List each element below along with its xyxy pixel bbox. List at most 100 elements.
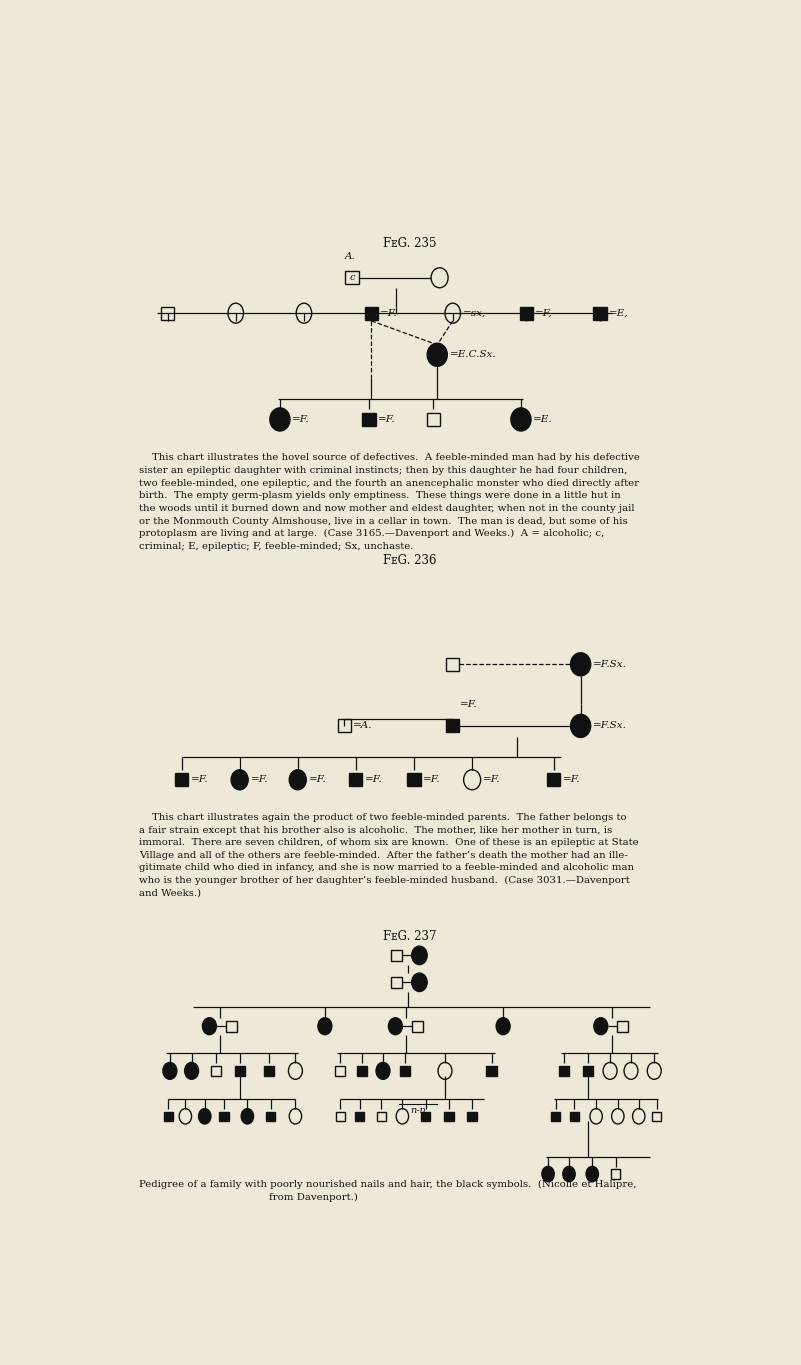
Bar	[345, 272, 359, 284]
Ellipse shape	[289, 1108, 302, 1123]
Text: =E,: =E,	[609, 308, 629, 318]
Ellipse shape	[318, 1018, 332, 1035]
Text: FᴇG. 235: FᴇG. 235	[384, 236, 437, 250]
Bar	[617, 1021, 628, 1032]
Text: Pedigree of a family with poorly nourished nails and hair, the black symbols.  (: Pedigree of a family with poorly nourish…	[139, 1181, 636, 1203]
Ellipse shape	[396, 1108, 409, 1123]
Bar	[376, 1111, 386, 1121]
Text: A.: A.	[345, 251, 356, 261]
Ellipse shape	[563, 1166, 575, 1182]
Ellipse shape	[289, 770, 306, 790]
Bar	[235, 1066, 244, 1076]
Bar	[264, 1066, 274, 1076]
Text: =F.: =F.	[380, 308, 398, 318]
Bar	[558, 1066, 569, 1076]
Text: =F,: =F,	[535, 308, 553, 318]
Ellipse shape	[388, 1018, 402, 1035]
Ellipse shape	[376, 1062, 390, 1080]
Text: =F.: =F.	[460, 700, 477, 708]
Text: =F.: =F.	[251, 775, 268, 785]
Ellipse shape	[612, 1108, 624, 1123]
Bar	[446, 719, 459, 733]
Ellipse shape	[586, 1166, 598, 1182]
Text: =E.: =E.	[533, 415, 553, 425]
Ellipse shape	[464, 770, 481, 790]
Ellipse shape	[445, 303, 461, 324]
Bar	[611, 1170, 620, 1178]
Ellipse shape	[603, 1062, 617, 1080]
Text: FᴇG. 236: FᴇG. 236	[384, 554, 437, 566]
Ellipse shape	[163, 1062, 177, 1080]
Ellipse shape	[296, 303, 312, 324]
Bar	[391, 977, 401, 988]
Bar	[408, 773, 421, 786]
Ellipse shape	[511, 408, 531, 431]
Bar	[226, 1021, 236, 1032]
Text: =F.: =F.	[364, 775, 382, 785]
Bar	[400, 1066, 410, 1076]
Ellipse shape	[594, 1018, 608, 1035]
Ellipse shape	[427, 343, 447, 366]
Bar	[412, 1021, 422, 1032]
Bar	[266, 1111, 276, 1121]
Bar	[336, 1066, 345, 1076]
Bar	[594, 307, 606, 319]
Text: =F.: =F.	[292, 415, 310, 425]
Bar	[547, 773, 560, 786]
Bar	[357, 1066, 367, 1076]
Ellipse shape	[412, 973, 427, 991]
Text: This chart illustrates the hovel source of defectives.  A feeble-minded man had : This chart illustrates the hovel source …	[139, 453, 640, 551]
Bar	[520, 307, 533, 319]
Ellipse shape	[231, 770, 248, 790]
Text: FᴇG. 237: FᴇG. 237	[384, 930, 437, 943]
Ellipse shape	[184, 1062, 199, 1080]
Ellipse shape	[570, 652, 590, 676]
Text: =F.: =F.	[308, 775, 326, 785]
Text: =F.: =F.	[378, 415, 396, 425]
Bar	[427, 412, 440, 426]
Bar	[363, 412, 376, 426]
Ellipse shape	[228, 303, 244, 324]
Bar	[349, 773, 363, 786]
Text: =F.: =F.	[191, 775, 208, 785]
Ellipse shape	[633, 1108, 645, 1123]
Bar	[468, 1111, 477, 1121]
Ellipse shape	[541, 1166, 554, 1182]
Ellipse shape	[179, 1108, 191, 1123]
Ellipse shape	[624, 1062, 638, 1080]
Bar	[570, 1111, 579, 1121]
Bar	[652, 1111, 661, 1121]
Text: =E.C.Sx.: =E.C.Sx.	[449, 351, 497, 359]
Text: =F.Sx.: =F.Sx.	[593, 659, 627, 669]
Text: This chart illustrates again the product of two feeble-minded parents.  The fath: This chart illustrates again the product…	[139, 814, 638, 898]
Bar	[211, 1066, 221, 1076]
Text: =A.: =A.	[353, 721, 372, 730]
Bar	[446, 658, 459, 670]
Text: =F.: =F.	[562, 775, 580, 785]
Bar	[355, 1111, 364, 1121]
Ellipse shape	[431, 268, 448, 288]
Ellipse shape	[590, 1108, 602, 1123]
Bar	[551, 1111, 561, 1121]
Bar	[219, 1111, 229, 1121]
Bar	[421, 1111, 430, 1121]
Ellipse shape	[412, 946, 427, 965]
Bar	[336, 1111, 345, 1121]
Bar	[163, 1111, 173, 1121]
Ellipse shape	[288, 1062, 303, 1080]
Ellipse shape	[270, 408, 290, 431]
Bar	[364, 307, 378, 319]
Text: =sx,: =sx,	[463, 308, 486, 318]
Text: =F.Sx.: =F.Sx.	[593, 721, 627, 730]
Bar	[391, 950, 401, 961]
Text: =F.: =F.	[423, 775, 441, 785]
Text: =F.: =F.	[483, 775, 501, 785]
Bar	[161, 307, 174, 319]
Bar	[175, 773, 188, 786]
Ellipse shape	[496, 1018, 510, 1035]
Text: c: c	[349, 273, 355, 283]
Ellipse shape	[199, 1108, 211, 1123]
Text: n-n: n-n	[410, 1106, 426, 1114]
Bar	[583, 1066, 594, 1076]
Ellipse shape	[241, 1108, 254, 1123]
